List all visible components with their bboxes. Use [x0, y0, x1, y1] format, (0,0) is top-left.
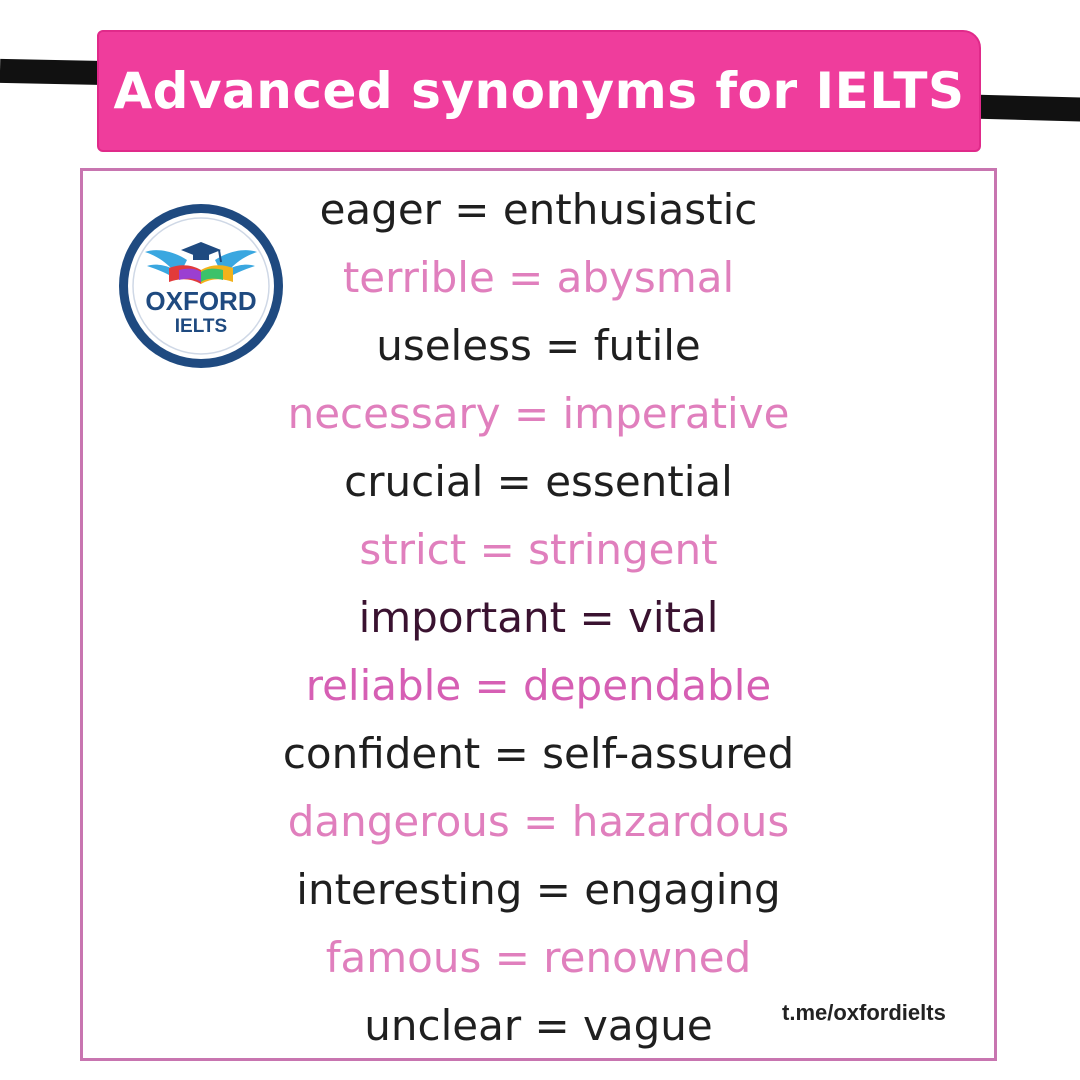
synonym-row: crucial = essential	[344, 457, 733, 506]
synonym-row: unclear = vague	[364, 1001, 713, 1050]
synonym-row: strict = stringent	[359, 525, 718, 574]
decorative-stroke-left	[0, 58, 111, 86]
synonym-row: important = vital	[358, 593, 719, 642]
oxford-ielts-logo: OXFORD IELTS	[119, 204, 283, 368]
synonym-row: interesting = engaging	[296, 865, 781, 914]
synonym-row: eager = enthusiastic	[319, 185, 758, 234]
synonym-row: useless = futile	[376, 321, 701, 370]
synonym-row: terrible = abysmal	[342, 253, 735, 302]
synonym-row: dangerous = hazardous	[287, 797, 790, 846]
synonym-row: reliable = dependable	[305, 661, 772, 710]
synonym-row: necessary = imperative	[287, 389, 790, 438]
page-title: Advanced synonyms for IELTS	[113, 62, 965, 120]
graduation-cap-icon	[181, 242, 222, 263]
book-icon	[169, 265, 233, 284]
title-banner: Advanced synonyms for IELTS	[97, 30, 981, 152]
telegram-link[interactable]: t.me/oxfordielts	[782, 1000, 946, 1025]
logo-ielts-text: IELTS	[175, 316, 227, 337]
synonym-list: eager = enthusiastic terrible = abysmal …	[80, 176, 997, 1060]
synonym-row: famous = renowned	[325, 933, 752, 982]
synonym-row: confident = self-assured	[282, 729, 795, 778]
logo-oxford-text: OXFORD	[145, 286, 256, 316]
